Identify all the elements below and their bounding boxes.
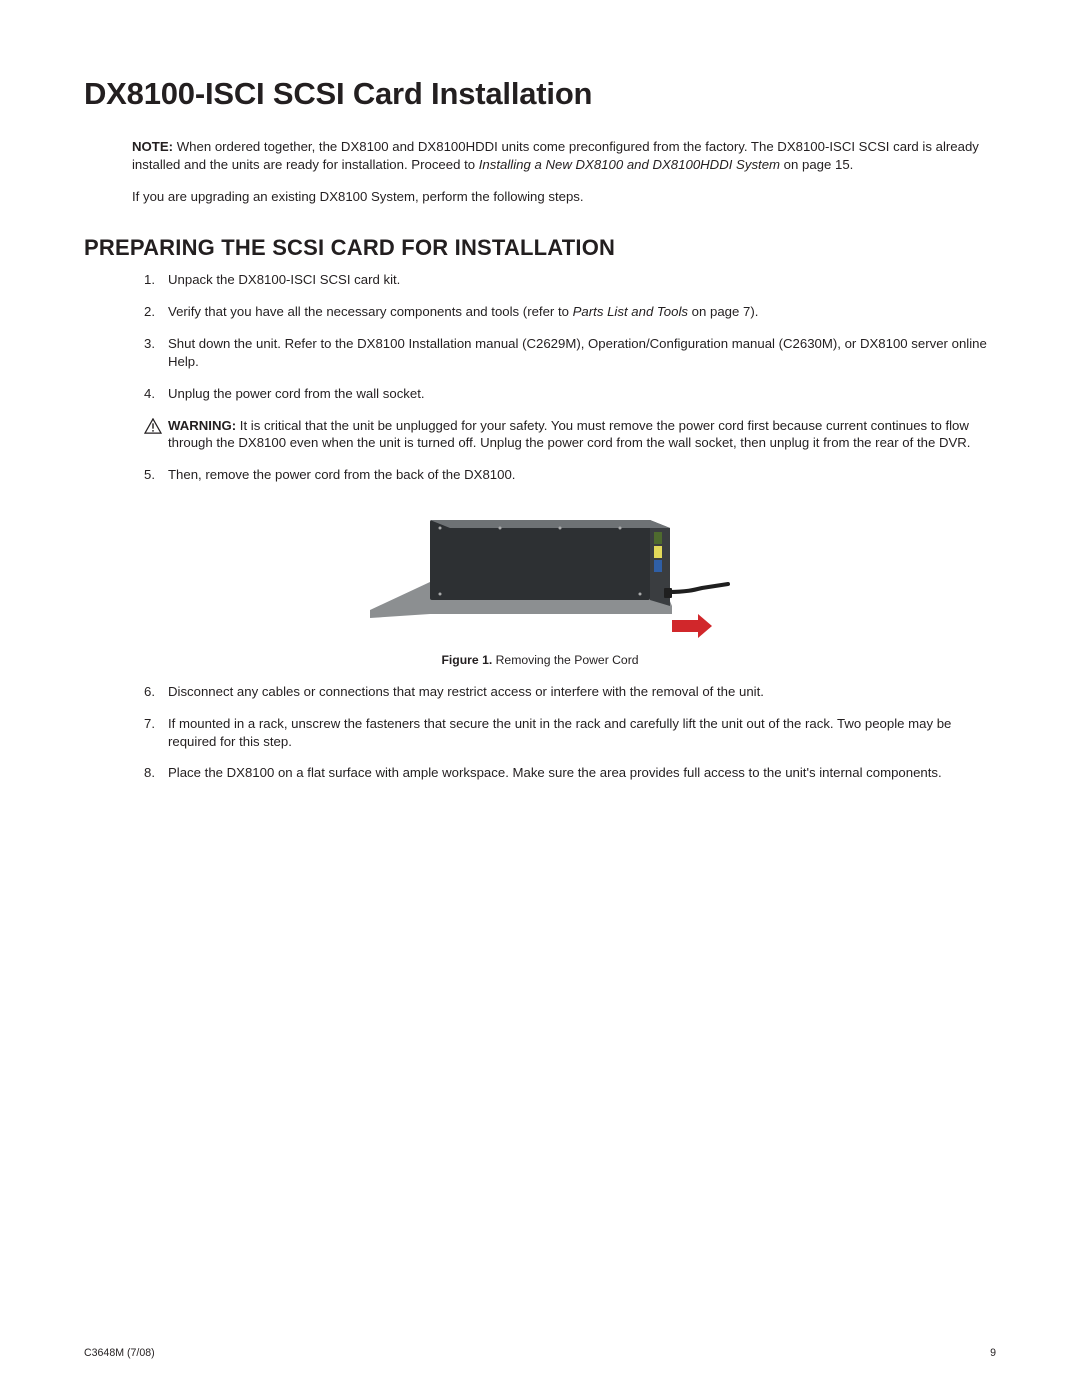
- note-text-b: on page 15.: [780, 157, 853, 172]
- steps-list-1: Unpack the DX8100-ISCI SCSI card kit. Ve…: [84, 271, 996, 402]
- steps-list-3: Disconnect any cables or connections tha…: [84, 683, 996, 782]
- step-item: Place the DX8100 on a flat surface with …: [168, 764, 996, 782]
- figure-caption: Figure 1. Removing the Power Cord: [84, 653, 996, 667]
- footer-right: 9: [990, 1347, 996, 1359]
- warning-label: WARNING:: [168, 418, 240, 433]
- warning-text: It is critical that the unit be unplugge…: [168, 418, 970, 451]
- page-title: DX8100-ISCI SCSI Card Installation: [84, 76, 996, 112]
- step-item: Unpack the DX8100-ISCI SCSI card kit.: [168, 271, 996, 289]
- warning-block: WARNING: It is critical that the unit be…: [84, 417, 996, 453]
- note-text-italic: Installing a New DX8100 and DX8100HDDI S…: [479, 157, 780, 172]
- step-item: Verify that you have all the necessary c…: [168, 303, 996, 321]
- step-item: If mounted in a rack, unscrew the fasten…: [168, 715, 996, 751]
- step-item: Shut down the unit. Refer to the DX8100 …: [168, 335, 996, 371]
- figure-block: Figure 1. Removing the Power Cord: [84, 502, 996, 667]
- figure-image: [350, 502, 730, 642]
- note-paragraph: NOTE: When ordered together, the DX8100 …: [132, 138, 996, 174]
- step-item: Disconnect any cables or connections tha…: [168, 683, 996, 701]
- intro-text: If you are upgrading an existing DX8100 …: [132, 188, 996, 206]
- steps-list-2: Then, remove the power cord from the bac…: [84, 466, 996, 484]
- step-item: Then, remove the power cord from the bac…: [168, 466, 996, 484]
- note-label: NOTE:: [132, 139, 177, 154]
- warning-icon: [144, 418, 162, 434]
- step-item: Unplug the power cord from the wall sock…: [168, 385, 996, 403]
- section-heading: PREPARING THE SCSI CARD FOR INSTALLATION: [84, 235, 996, 261]
- page-footer: C3648M (7/08) 9: [84, 1347, 996, 1359]
- footer-left: C3648M (7/08): [84, 1347, 155, 1359]
